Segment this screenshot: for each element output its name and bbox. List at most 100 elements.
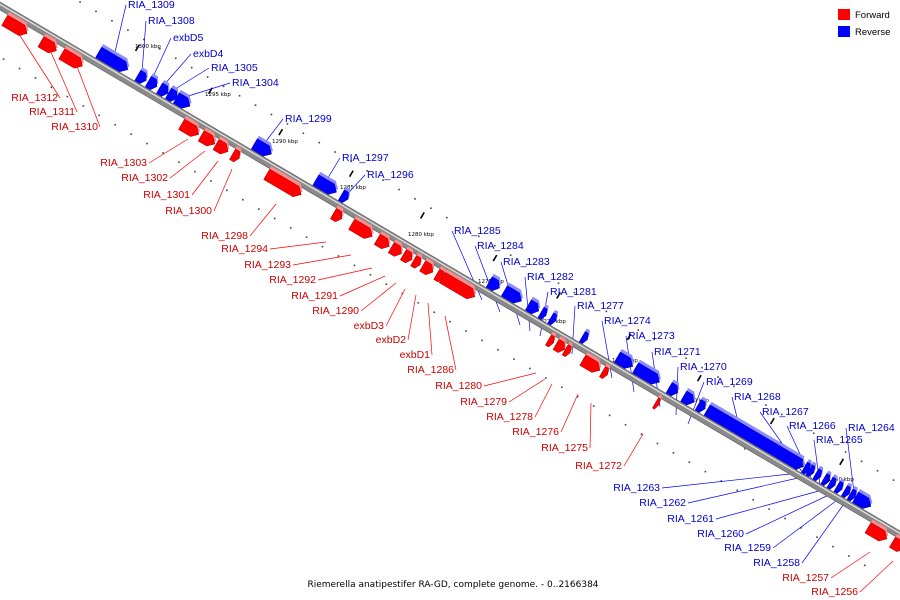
gene-label-ria_1292[interactable]: RIA_1292 (269, 274, 316, 286)
gene-label-ria_1271[interactable]: RIA_1271 (654, 346, 701, 358)
gene-label-exbd5[interactable]: exbD5 (173, 32, 204, 44)
gene-glyph-ria_1281[interactable] (547, 312, 558, 326)
gene-glyph-ria_1291[interactable] (387, 242, 402, 257)
gene-label-ria_1310[interactable]: RIA_1310 (51, 121, 98, 133)
gene-glyph-exbd4[interactable] (156, 82, 169, 97)
gene-glyph-ria_1277[interactable] (578, 331, 589, 344)
gene-label-ria_1263[interactable]: RIA_1263 (613, 482, 660, 494)
gene-glyph-ria_1290[interactable] (399, 249, 413, 264)
gene-label-ria_1274[interactable]: RIA_1274 (604, 315, 651, 327)
gene-label-ria_1309[interactable]: RIA_1309 (128, 0, 175, 11)
gene-label-exbd4[interactable]: exbD4 (193, 48, 224, 60)
gene-label-ria_1277[interactable]: RIA_1277 (577, 300, 624, 312)
gene-label-ria_1296[interactable]: RIA_1296 (367, 169, 414, 181)
gene-label-ria_1302[interactable]: RIA_1302 (121, 172, 168, 184)
gene-label-ria_1261[interactable]: RIA_1261 (667, 513, 714, 525)
gene-label-ria_1266[interactable]: RIA_1266 (789, 420, 836, 432)
gene-label-ria_1286[interactable]: RIA_1286 (407, 364, 454, 376)
gene-glyph-ria_1273[interactable] (632, 362, 660, 385)
gene-label-ria_1281[interactable]: RIA_1281 (550, 286, 597, 298)
gene-glyph-ria_1311[interactable] (37, 36, 57, 54)
gene-glyph-ria_1267[interactable] (805, 464, 816, 478)
gene-glyph-ria_1294[interactable] (330, 208, 343, 223)
gene-label-ria_1275[interactable]: RIA_1275 (541, 442, 588, 454)
gene-label-ria_1278[interactable]: RIA_1278 (486, 411, 533, 423)
gene-label-ria_1301[interactable]: RIA_1301 (143, 189, 190, 201)
gene-glyph-ria_1303[interactable] (178, 118, 200, 137)
gene-label-ria_1291[interactable]: RIA_1291 (291, 290, 338, 302)
gene-glyph-ria_1285[interactable] (485, 276, 500, 292)
gene-glyph-ria_1286[interactable] (438, 271, 476, 300)
gene-glyph-ria_1292[interactable] (373, 233, 390, 250)
gene-glyph-ria_1259[interactable] (840, 485, 851, 498)
gene-label-ria_1279[interactable]: RIA_1279 (460, 396, 507, 408)
gene-glyph-ria_1280[interactable] (545, 334, 555, 348)
gene-glyph-ria_1272[interactable] (652, 397, 661, 410)
gene-glyph-ria_1271[interactable] (665, 382, 678, 397)
gene-label-ria_1259[interactable]: RIA_1259 (724, 542, 771, 554)
gene-label-exbd2[interactable]: exbD2 (376, 334, 407, 346)
gene-glyph-ria_1296[interactable] (337, 189, 349, 203)
gene-glyph-ria_1260[interactable] (833, 480, 844, 494)
gene-glyph-ria_1283[interactable] (524, 299, 539, 315)
gene-label-ria_1284[interactable]: RIA_1284 (477, 240, 524, 252)
gene-glyph-ria_1309[interactable] (95, 46, 129, 72)
gene-glyph-ria_1302[interactable] (197, 130, 216, 147)
gene-label-ria_1265[interactable]: RIA_1265 (816, 434, 863, 446)
gene-glyph-ria_1256[interactable] (889, 536, 900, 552)
gene-glyph-ria_1308[interactable] (134, 69, 147, 84)
gene-label-ria_1285[interactable]: RIA_1285 (454, 225, 501, 237)
gene-label-ria_1267[interactable]: RIA_1267 (762, 406, 809, 418)
gene-glyph-ria_1293[interactable] (348, 218, 373, 239)
gene-label-ria_1311[interactable]: RIA_1311 (29, 106, 75, 118)
gene-glyph-ria_1266[interactable] (812, 468, 823, 482)
gene-glyph-ria_1284[interactable] (500, 285, 522, 304)
gene-label-ria_1312[interactable]: RIA_1312 (11, 92, 58, 104)
gene-label-ria_1258[interactable]: RIA_1258 (753, 557, 800, 569)
gene-label-ria_1272[interactable]: RIA_1272 (575, 460, 622, 472)
gene-label-ria_1269[interactable]: RIA_1269 (706, 376, 753, 388)
gene-label-ria_1298[interactable]: RIA_1298 (201, 230, 248, 242)
gene-label-ria_1303[interactable]: RIA_1303 (100, 157, 147, 169)
gene-label-ria_1273[interactable]: RIA_1273 (628, 330, 675, 342)
gene-label-ria_1280[interactable]: RIA_1280 (435, 380, 482, 392)
gene-glyph-ria_1264[interactable] (852, 491, 872, 509)
gene-label-ria_1257[interactable]: RIA_1257 (782, 572, 829, 584)
gene-label-ria_1297[interactable]: RIA_1297 (342, 152, 389, 164)
gene-label-ria_1276[interactable]: RIA_1276 (512, 426, 559, 438)
gene-glyph-exbd3[interactable] (410, 255, 421, 269)
gene-label-ria_1268[interactable]: RIA_1268 (734, 391, 781, 403)
gene-glyph-ria_1298[interactable] (263, 168, 302, 198)
gene-glyph-exbd2[interactable] (419, 260, 434, 276)
gene-glyph-ria_1257[interactable] (864, 522, 888, 542)
gene-glyph-ria_1258[interactable] (846, 488, 857, 502)
gene-label-ria_1294[interactable]: RIA_1294 (221, 243, 268, 255)
gene-glyph-ria_1297[interactable] (312, 174, 337, 195)
gene-glyph-ria_1312[interactable] (1, 14, 28, 36)
gene-label-ria_1300[interactable]: RIA_1300 (165, 205, 212, 217)
gene-glyph-ria_1274[interactable] (613, 351, 634, 369)
gene-glyph-ria_1275[interactable] (599, 366, 609, 379)
gene-label-ria_1305[interactable]: RIA_1305 (211, 62, 258, 74)
gene-glyph-ria_1270[interactable] (680, 390, 695, 406)
gene-glyph-ria_1276[interactable] (579, 354, 601, 373)
gene-label-ria_1290[interactable]: RIA_1290 (312, 305, 359, 317)
gene-glyph-exbd5[interactable] (144, 76, 158, 91)
gene-glyph-ria_1299[interactable] (250, 138, 272, 157)
gene-glyph-ria_1282[interactable] (537, 306, 548, 320)
gene-glyph-ria_1265[interactable] (820, 473, 831, 486)
gene-glyph-ria_1301[interactable] (212, 139, 229, 155)
gene-label-ria_1282[interactable]: RIA_1282 (527, 271, 574, 283)
gene-glyph-ria_1300[interactable] (229, 148, 240, 163)
gene-label-ria_1264[interactable]: RIA_1264 (848, 422, 895, 434)
gene-label-ria_1304[interactable]: RIA_1304 (232, 77, 279, 89)
gene-glyph-ria_1304[interactable] (172, 92, 191, 109)
gene-label-ria_1283[interactable]: RIA_1283 (503, 256, 550, 268)
gene-label-ria_1293[interactable]: RIA_1293 (244, 259, 291, 271)
gene-glyph-ria_1269[interactable] (694, 399, 706, 413)
gene-glyph-ria_1305[interactable] (164, 87, 178, 102)
gene-glyph-ria_1310[interactable] (58, 48, 83, 69)
gene-glyph-ria_1278[interactable] (561, 344, 572, 358)
gene-label-exbd3[interactable]: exbD3 (354, 320, 385, 332)
gene-label-ria_1299[interactable]: RIA_1299 (285, 113, 332, 125)
